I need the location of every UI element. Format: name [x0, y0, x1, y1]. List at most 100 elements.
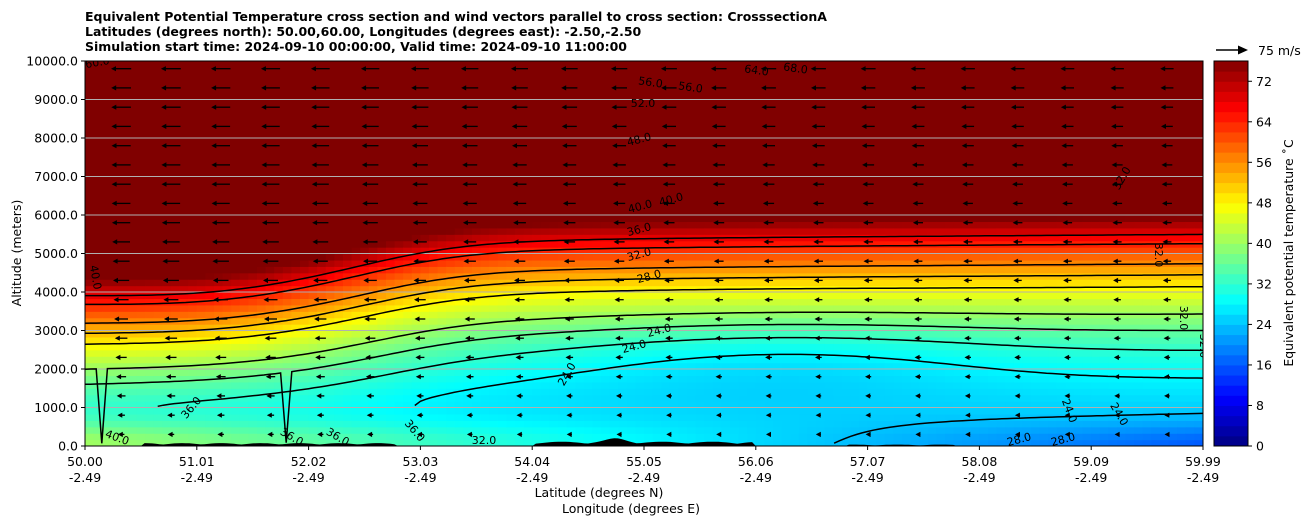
field-cell: [489, 61, 499, 69]
field-cell: [687, 227, 697, 235]
field-cell: [497, 67, 507, 75]
field-cell: [446, 439, 456, 446]
field-cell: [497, 215, 507, 223]
field-cell: [214, 234, 224, 242]
field-cell: [222, 369, 232, 377]
field-cell: [291, 298, 301, 306]
field-cell: [162, 202, 172, 210]
field-cell: [102, 279, 112, 287]
field-cell: [549, 125, 559, 133]
field-cell: [446, 176, 456, 184]
field-cell: [618, 336, 628, 344]
field-cell: [205, 138, 215, 146]
field-cell: [747, 407, 757, 415]
field-cell: [136, 266, 146, 274]
field-cell: [411, 388, 421, 396]
field-cell: [506, 170, 516, 178]
field-cell: [274, 86, 284, 94]
field-cell: [231, 202, 241, 210]
field-cell: [420, 247, 430, 255]
field-cell: [790, 61, 800, 69]
field-cell: [618, 118, 628, 126]
field-cell: [764, 407, 774, 415]
field-cell: [712, 86, 722, 94]
field-cell: [171, 394, 181, 402]
field-cell: [343, 330, 353, 338]
field-cell: [291, 426, 301, 434]
field-cell: [446, 189, 456, 197]
field-cell: [119, 247, 129, 255]
field-cell: [566, 221, 576, 229]
field-cell: [669, 401, 679, 409]
field-cell: [532, 189, 542, 197]
field-cell: [695, 247, 705, 255]
field-cell: [695, 202, 705, 210]
field-cell: [102, 253, 112, 261]
field-cell: [523, 375, 533, 383]
field-cell: [798, 375, 808, 383]
field-cell: [454, 61, 464, 69]
field-cell: [558, 349, 568, 357]
field-cell: [343, 285, 353, 293]
field-cell: [351, 362, 361, 370]
field-cell: [394, 80, 404, 88]
field-cell: [721, 292, 731, 300]
field-cell: [265, 215, 275, 223]
field-cell: [411, 285, 421, 293]
field-cell: [463, 388, 473, 396]
field-cell: [110, 336, 120, 344]
field-cell: [549, 144, 559, 152]
field-cell: [188, 330, 198, 338]
field-cell: [721, 80, 731, 88]
field-cell: [695, 150, 705, 158]
field-cell: [687, 112, 697, 120]
field-cell: [85, 413, 95, 421]
field-cell: [446, 118, 456, 126]
field-cell: [773, 93, 783, 101]
field-cell: [257, 369, 267, 377]
field-cell: [343, 394, 353, 402]
field-cell: [257, 61, 267, 69]
field-cell: [712, 317, 722, 325]
field-cell: [721, 157, 731, 165]
field-cell: [119, 394, 129, 402]
field-cell: [214, 208, 224, 216]
field-cell: [360, 324, 370, 332]
field-cell: [239, 112, 249, 120]
field-cell: [394, 221, 404, 229]
field-cell: [196, 73, 206, 81]
field-cell: [773, 298, 783, 306]
field-cell: [325, 112, 335, 120]
field-cell: [386, 375, 396, 383]
field-cell: [506, 362, 516, 370]
field-cell: [386, 157, 396, 165]
field-cell: [214, 336, 224, 344]
field-cell: [205, 426, 215, 434]
field-cell: [248, 157, 258, 165]
field-cell: [205, 394, 215, 402]
field-cell: [265, 272, 275, 280]
field-cell: [575, 324, 585, 332]
field-cell: [394, 298, 404, 306]
field-cell: [515, 304, 525, 312]
field-cell: [437, 285, 447, 293]
field-cell: [85, 215, 95, 223]
field-cell: [437, 67, 447, 75]
field-cell: [300, 131, 310, 139]
field-cell: [368, 253, 378, 261]
field-cell: [661, 163, 671, 171]
field-cell: [85, 311, 95, 319]
field-cell: [626, 80, 636, 88]
field-cell: [222, 195, 232, 203]
field-cell: [480, 362, 490, 370]
field-cell: [102, 401, 112, 409]
field-cell: [85, 234, 95, 242]
field-cell: [712, 279, 722, 287]
field-cell: [119, 105, 129, 113]
field-cell: [489, 80, 499, 88]
field-cell: [343, 215, 353, 223]
field-cell: [575, 388, 585, 396]
field-cell: [755, 144, 765, 152]
field-cell: [730, 272, 740, 280]
field-cell: [463, 208, 473, 216]
